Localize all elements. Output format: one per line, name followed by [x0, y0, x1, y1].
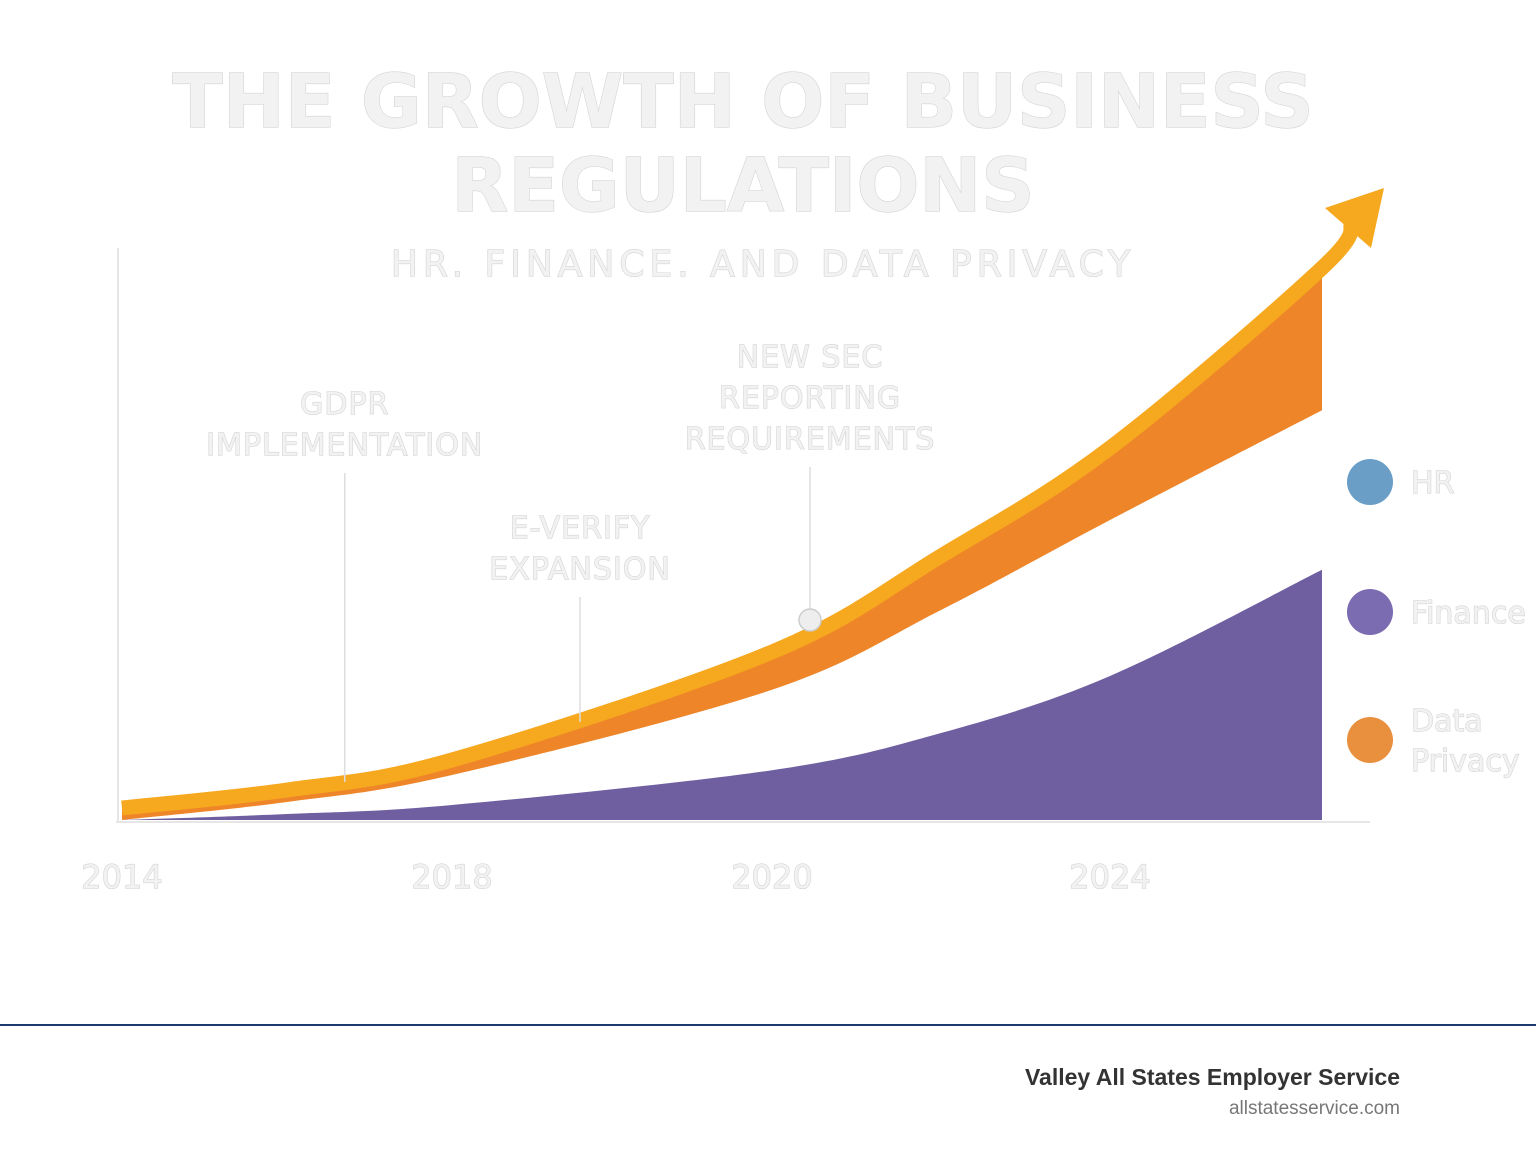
annotation-label: NEW SEC [737, 340, 884, 375]
chart-subtitle: HR. FINANCE. AND DATA PRIVACY [391, 244, 1135, 285]
annotation-label: E-VERIFY [510, 511, 651, 546]
annotation-label: IMPLEMENTATION [206, 428, 483, 463]
legend-item-hr: HR [1347, 459, 1455, 505]
legend-swatch [1347, 459, 1393, 505]
legend-label: Finance [1411, 596, 1526, 631]
legend-item-finance: Finance [1347, 589, 1526, 635]
chart-title-line: THE GROWTH OF BUSINESS [172, 59, 1313, 145]
annotation-label: EXPANSION [489, 552, 671, 587]
series-line-hr [121, 217, 1359, 816]
arrow-head-icon [1325, 188, 1384, 248]
annotation-marker [798, 608, 822, 632]
x-tick-label: 2024 [1069, 858, 1150, 896]
chart-title-line: REGULATIONS [451, 143, 1034, 229]
company-name: Valley All States Employer Service [1024, 1064, 1400, 1090]
x-tick-label: 2020 [731, 858, 812, 896]
company-website[interactable]: allstatesservice.com [1228, 1098, 1400, 1119]
annotation-label: REPORTING [719, 381, 901, 416]
legend-label: Privacy [1411, 744, 1520, 779]
footer-divider [0, 1024, 1536, 1026]
annotation-label: GDPR [300, 387, 389, 422]
legend-swatch [1347, 589, 1393, 635]
x-tick-label: 2018 [411, 858, 492, 896]
legend-item-data-privacy: Data Privacy [1347, 703, 1520, 780]
legend-label: Data [1411, 704, 1483, 739]
x-tick-label: 2014 [81, 858, 162, 896]
annotation-label: REQUIREMENTS [685, 422, 936, 457]
series-area-finance [122, 569, 1322, 820]
legend-label: HR [1411, 466, 1454, 501]
legend-swatch [1347, 717, 1393, 763]
